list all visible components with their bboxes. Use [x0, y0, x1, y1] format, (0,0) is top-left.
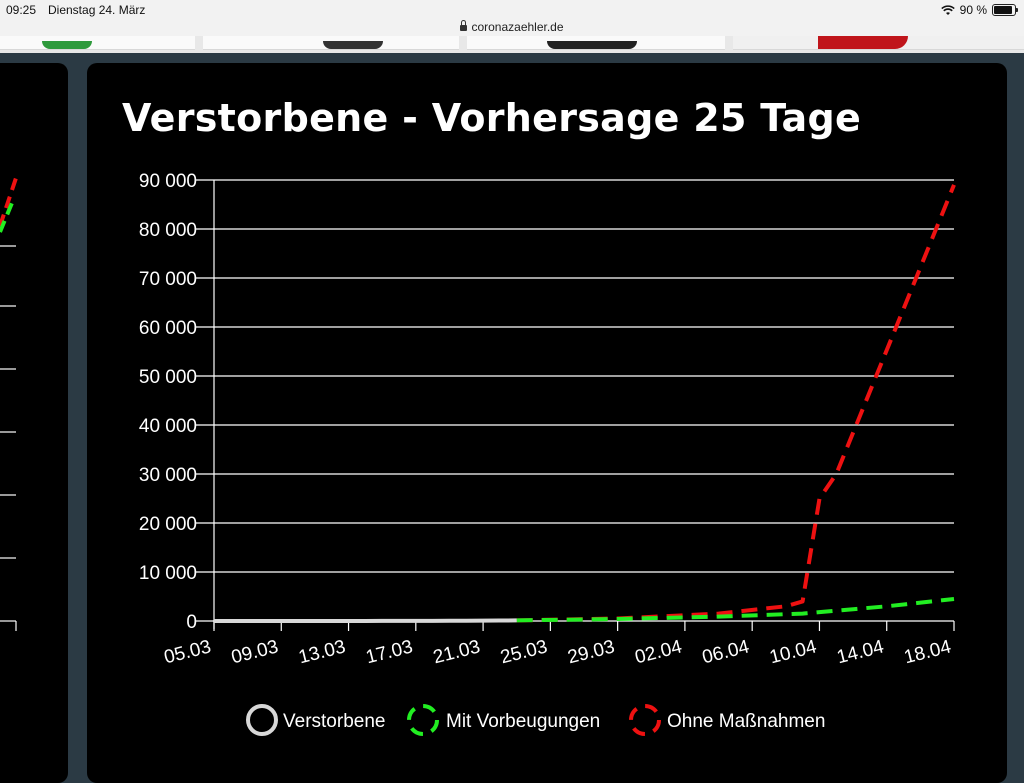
series-line-3: [516, 184, 956, 623]
legend-item[interactable]: Ohne Maßnahmen: [629, 704, 825, 736]
y-tick-label: 0: [186, 612, 197, 633]
series-line-2: [516, 597, 955, 623]
ad-tile-1[interactable]: [0, 36, 195, 50]
wifi-icon: [940, 4, 955, 15]
y-tick-label: 40 000: [139, 416, 197, 437]
legend-label: Ohne Maßnahmen: [667, 711, 825, 732]
status-time: 09:25: [6, 3, 37, 17]
chart-title: Verstorbene - Vorhersage 25 Tage: [122, 96, 862, 140]
legend-swatch: [407, 704, 439, 736]
battery-fill: [994, 6, 1012, 14]
legend-item[interactable]: Mit Vorbeugungen: [407, 704, 600, 736]
x-tick-label: 25.03: [498, 636, 549, 668]
y-tick-label: 80 000: [139, 220, 197, 241]
y-tick-label: 10 000: [139, 563, 197, 584]
legend-swatch: [246, 704, 278, 736]
ad-tile-3[interactable]: [467, 36, 725, 50]
x-tick-label: 05.03: [162, 636, 213, 668]
y-tick-label: 30 000: [139, 465, 197, 486]
url-text[interactable]: coronazaehler.de: [471, 20, 564, 34]
battery-percent: 90 %: [959, 3, 987, 17]
x-tick-label: 14.04: [835, 636, 887, 668]
chart-grid: [196, 179, 954, 629]
x-tick-label: 29.03: [566, 636, 617, 668]
x-tick-label: 18.04: [902, 636, 954, 668]
x-tick-label: 06.04: [700, 636, 752, 668]
x-tick-label: 02.04: [633, 636, 685, 668]
y-tick-label: 50 000: [139, 367, 197, 388]
address-bar[interactable]: coronazaehler.de: [0, 20, 1024, 36]
y-axis: 0 10 000 20 000 30 000 40 000 50 000 60 000 70 …: [139, 171, 197, 633]
x-tick-label: 13.03: [297, 636, 348, 668]
battery-icon: [992, 4, 1018, 16]
ad-tile-2[interactable]: [203, 36, 459, 50]
legend-item[interactable]: Verstorbene: [246, 704, 385, 736]
y-tick-label: 60 000: [139, 318, 197, 339]
x-tick-label: 10.04: [767, 636, 819, 668]
fragment-line-red: [0, 177, 18, 227]
y-tick-label: 20 000: [139, 514, 197, 535]
y-tick-label: 70 000: [139, 269, 197, 290]
ad-image-1: [42, 41, 92, 49]
series-line-1: [214, 618, 517, 623]
ad-tile-4[interactable]: [733, 36, 1024, 50]
legend-swatch: [629, 704, 661, 736]
x-tick-label: 21.03: [431, 636, 482, 668]
status-bar: 09:25 Dienstag 24. März 90 %: [0, 0, 1024, 20]
status-right: 90 %: [940, 3, 1018, 17]
ad-banner-strip: [0, 36, 1024, 53]
x-tick-label: 17.03: [364, 636, 415, 668]
status-date: Dienstag 24. März: [48, 3, 146, 17]
ad-image-3: [547, 41, 637, 49]
legend-label: Verstorbene: [283, 711, 385, 732]
forecast-chart-panel: [87, 63, 1007, 783]
fragment-line-green: [0, 197, 16, 233]
ad-image-4: [818, 36, 908, 49]
legend-label: Mit Vorbeugungen: [446, 711, 600, 732]
previous-chart-fragment: [0, 177, 18, 631]
lock-icon: [460, 20, 468, 31]
url-container[interactable]: coronazaehler.de: [0, 20, 1024, 34]
chart-legend[interactable]: Verstorbene Mit Vorbeugungen Ohne Maßnahme…: [246, 704, 825, 736]
previous-chart-panel: [0, 63, 68, 783]
ad-image-2: [323, 41, 383, 49]
chart-series: [214, 184, 956, 623]
y-tick-label: 90 000: [139, 171, 197, 192]
x-axis: 05.03 09.03 13.03 17.03 21.03 25.03 29.03 02.04…: [162, 621, 955, 668]
x-tick-label: 09.03: [229, 636, 280, 668]
